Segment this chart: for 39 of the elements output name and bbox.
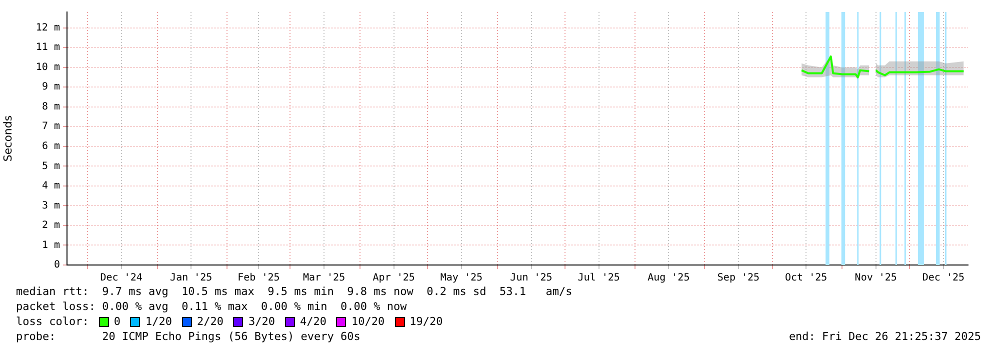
y-tick-label: 1 m [42, 240, 60, 251]
legend-label: 0 [114, 314, 120, 329]
legend-label: 10/20 [351, 314, 385, 329]
x-tick-label: Oct '25 [784, 272, 828, 284]
y-tick-label: 10 m [36, 62, 60, 73]
y-axis-title: Seconds [1, 115, 14, 162]
x-tick-label: Nov '25 [854, 272, 897, 284]
x-tick-label: Sep '25 [717, 272, 760, 284]
x-tick-label: Aug '25 [648, 272, 690, 284]
y-tick-label: 9 m [42, 82, 60, 93]
y-tick-label: 0 [54, 260, 60, 271]
text: packet loss: 0.00 % avg 0.11 % max 0.00 % min 0.00 % now [16, 299, 407, 314]
y-tick-label: 12 m [36, 22, 60, 34]
x-tick-label: Dec '24 [100, 272, 142, 284]
x-tick-label: Dec '25 [922, 272, 965, 284]
y-tick-label: 11 m [36, 42, 60, 54]
text: median rtt: 9.7 ms avg 10.5 ms max 9.5 ms min 9.8 ms now 0.2 ms sd 53.1 am/s [16, 284, 572, 299]
text: end: Fri Dec 26 21:25:37 2025 [788, 329, 981, 344]
x-tick-label: Jan '25 [170, 272, 212, 284]
x-tick-label: Mar '25 [302, 272, 346, 284]
legend-label: 1/20 [145, 314, 172, 329]
y-tick-label: 3 m [42, 200, 60, 212]
legend-label: 4/20 [300, 314, 326, 329]
x-tick-label: May '25 [440, 272, 483, 284]
y-tick-label: 4 m [42, 180, 60, 192]
y-tick-label: 6 m [42, 141, 60, 152]
y-tick-label: 5 m [42, 160, 60, 172]
y-tick-label: 7 m [42, 121, 60, 132]
text: probe: 20 ICMP Echo Pings (56 Bytes) every 60s [16, 329, 360, 344]
legend-label: 2/20 [196, 314, 224, 329]
y-tick-label: 2 m [42, 220, 60, 232]
legend-label: 3/20 [248, 314, 275, 329]
x-tick-label: Jul '25 [578, 272, 620, 284]
legend-title: loss color: [16, 314, 89, 329]
y-tick-label: 8 m [42, 101, 60, 112]
x-tick-label: Feb '25 [238, 272, 280, 284]
legend-label: 19/20 [410, 314, 443, 329]
x-tick-label: Jun '25 [510, 272, 552, 284]
x-tick-label: Apr '25 [372, 272, 415, 284]
